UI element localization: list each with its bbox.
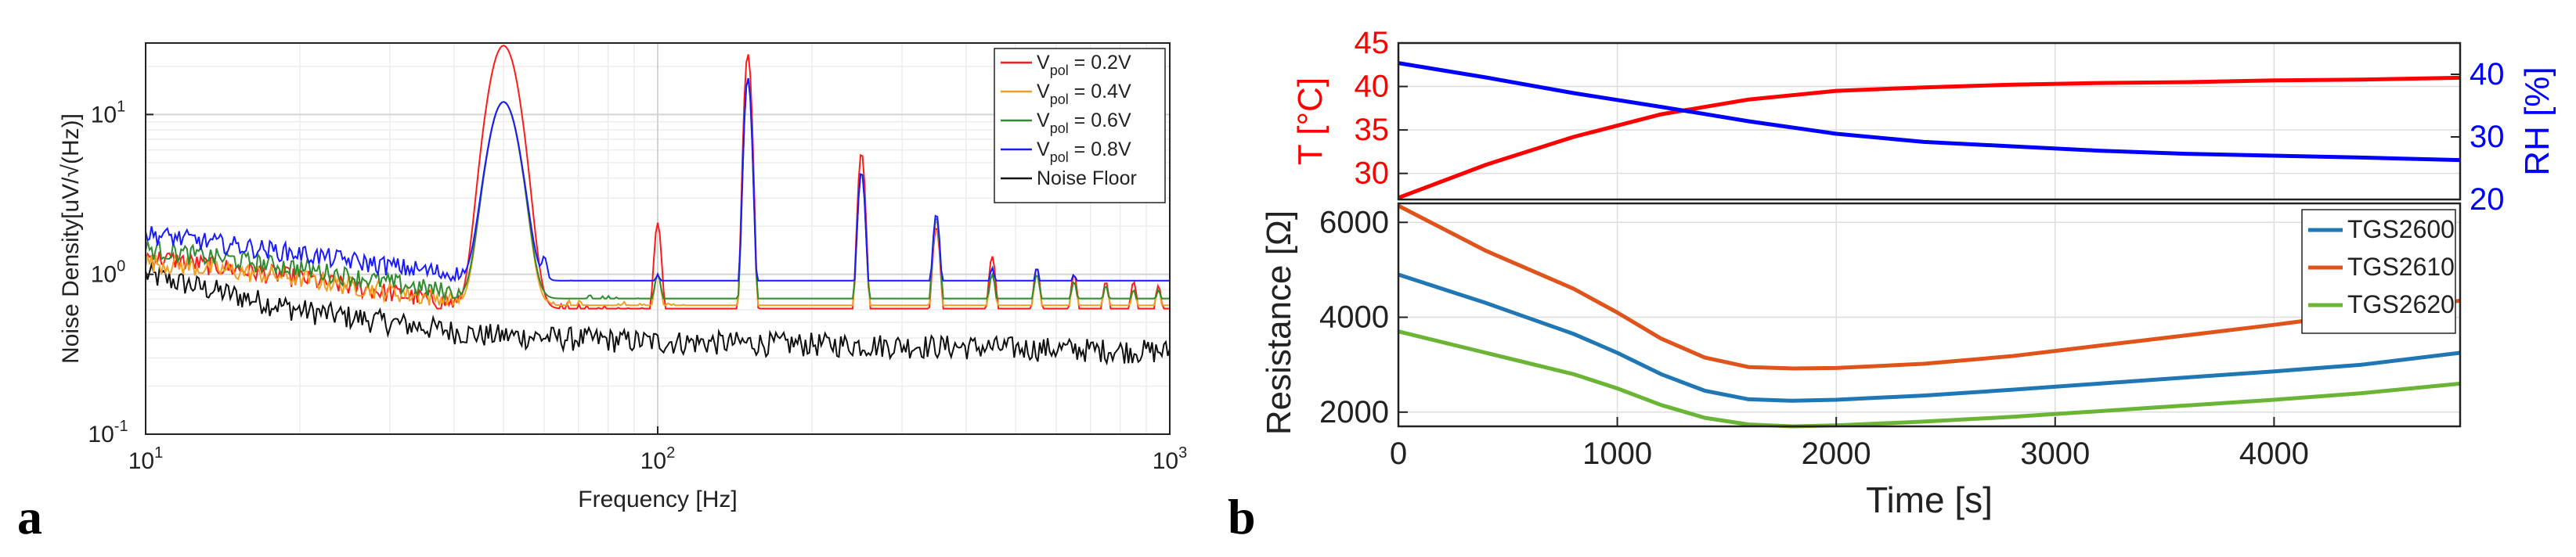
x-tick-exponent: 3 [1178,444,1187,462]
left-y-tick-label: 45 [1355,26,1390,60]
x-tick-label: 102 [640,444,676,474]
right-y-axis-label: RH [%] [2518,66,2556,175]
x-tick-exponent: 2 [666,444,675,462]
legend-value: = 0.2V [1069,52,1131,74]
x-tick-label: 103 [1153,444,1188,474]
legend-subscript: pol [1050,120,1069,136]
legend-value: = 0.8V [1069,138,1131,160]
series-line-tgs2610 [1397,203,2461,371]
x-axis-label: Time [s] [1866,480,1993,520]
series-line-vpol-4 [145,77,1170,283]
legend: TGS2600 TGS2610 TGS2620 [2301,209,2456,334]
y-tick-label: 100 [91,258,126,288]
y-tick-label: 2000 [1319,395,1389,429]
legend-subscript: pol [1050,92,1069,107]
y-axis-label: Resistance [Ω] [1260,210,1298,435]
legend-entry: TGS2620 [2347,290,2455,318]
series-line-humidity [1398,61,2461,163]
y-tick-label: 101 [91,98,126,128]
panel-b-letter: b [1228,489,1256,544]
x-tick-label: 2000 [1802,437,1871,471]
panel-b-resistance-chart: 0 1000 2000 3000 4000 2000 4000 6000 Time [s] Res… [1260,202,2462,520]
legend-entry: TGS2600 [2347,215,2455,243]
plot-area [1398,43,2460,199]
legend-value: = 0.4V [1069,81,1131,102]
y-tick-label: 4000 [1319,300,1389,335]
legend-subscript: pol [1050,149,1069,165]
y-tick-label: 6000 [1319,205,1389,239]
x-tick-label: 1000 [1582,437,1652,471]
plot-frame [1397,202,2462,428]
plot-area [1398,203,2460,426]
y-tick-label: 10-1 [88,418,128,447]
legend-entry: Noise Floor [1037,167,1137,189]
x-tick-label: 101 [128,444,164,474]
x-axis-label: Frequency [Hz] [578,487,737,512]
right-y-tick-label: 20 [2470,182,2505,217]
left-y-tick-label: 40 [1355,70,1390,104]
x-tick-label: 4000 [2239,437,2309,471]
legend-subscript: pol [1050,63,1069,78]
left-y-tick-label: 35 [1355,113,1390,147]
legend-value: = 0.6V [1069,110,1131,131]
left-y-tick-label: 30 [1355,156,1390,191]
panel-a-letter: a [17,489,42,544]
y-tick-exponent: 0 [117,258,125,275]
right-y-tick-label: 30 [2470,120,2505,154]
plot-frame [1397,41,2462,201]
series-line-temperature [1398,75,2461,200]
left-y-axis-label: T [°C] [1291,77,1329,165]
series-line-tgs2600 [1398,272,2461,403]
panel-b-temperature-humidity-chart: 30 35 40 45 20 30 40 T [°C] RH [%] [1291,26,2556,217]
legend-entry: TGS2610 [2347,253,2455,281]
x-tick-label: 3000 [2020,437,2090,471]
legend-box [994,48,1166,203]
y-axis-label: Noise Density[uV/√(Hz)] [58,113,84,364]
x-tick-exponent: 1 [154,444,163,462]
y-tick-exponent: 1 [117,98,125,115]
y-tick-exponent: -1 [114,418,128,435]
series-line-noise-floor [145,261,1171,366]
right-y-tick-label: 40 [2470,57,2505,92]
x-tick-label: 0 [1390,437,1407,471]
